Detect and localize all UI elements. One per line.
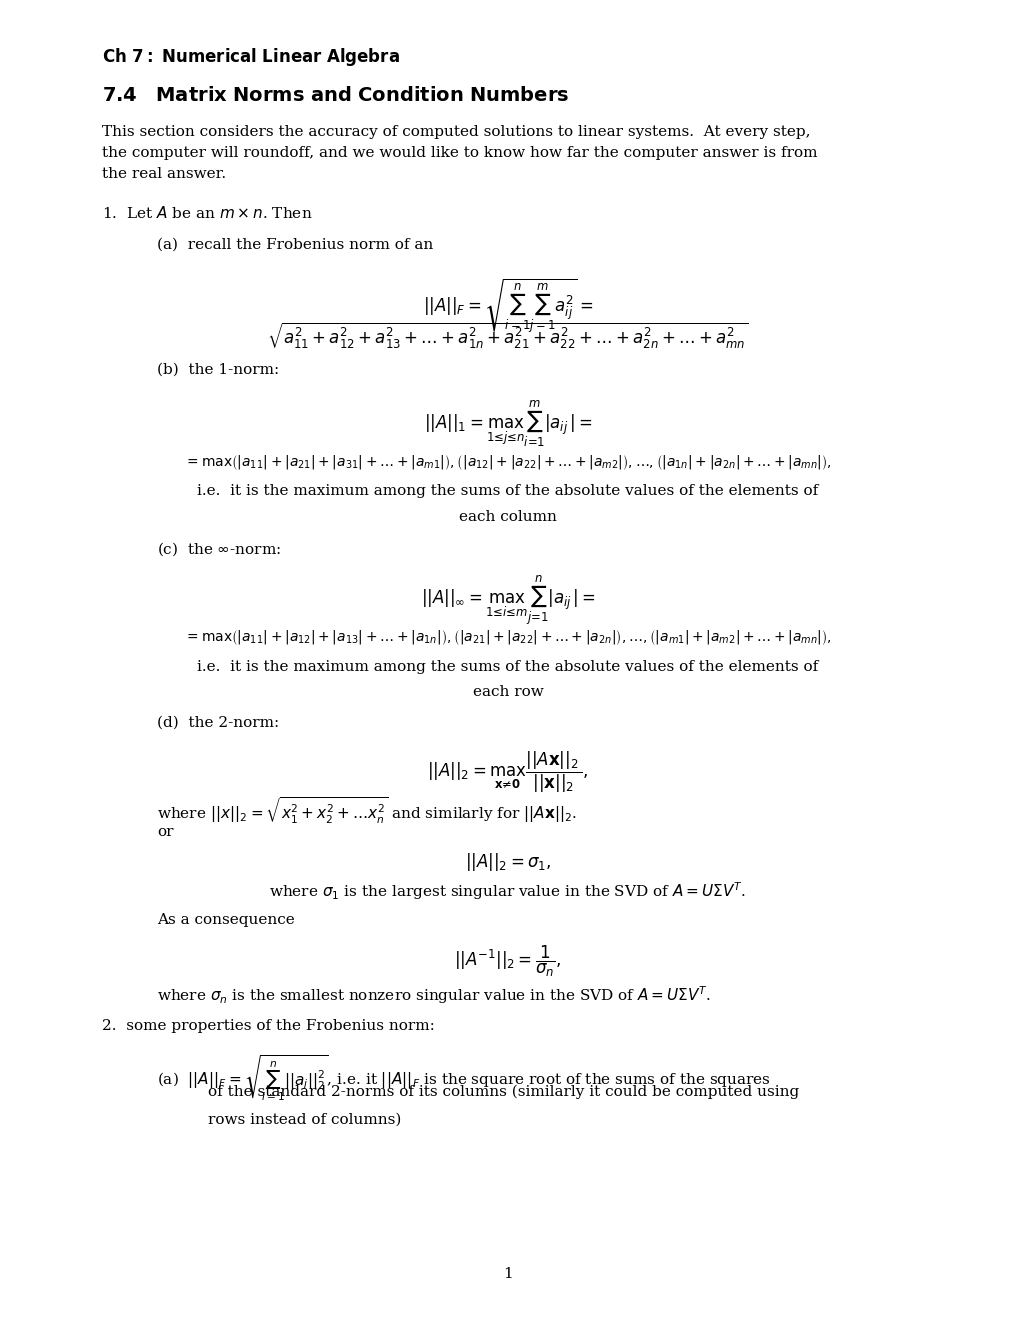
Text: (c)  the $\infty$-norm:: (c) the $\infty$-norm: bbox=[157, 540, 281, 557]
Text: i.e.  it is the maximum among the sums of the absolute values of the elements of: i.e. it is the maximum among the sums of… bbox=[197, 660, 818, 675]
Text: of the standard 2-norms of its columns (similarly it could be computed using: of the standard 2-norms of its columns (… bbox=[208, 1085, 799, 1100]
Text: $||A||_2 = \sigma_1,$: $||A||_2 = \sigma_1,$ bbox=[465, 851, 550, 874]
Text: $||A||_\infty = \max_{1 \leq i \leq m} \sum_{j=1}^{n} |a_{ij}| = $: $||A||_\infty = \max_{1 \leq i \leq m} \… bbox=[420, 574, 595, 627]
Text: (a)  recall the Frobenius norm of an: (a) recall the Frobenius norm of an bbox=[157, 238, 433, 252]
Text: $\mathbf{Ch\ 7:\ Numerical\ Linear\ Algebra}$: $\mathbf{Ch\ 7:\ Numerical\ Linear\ Alge… bbox=[102, 46, 399, 69]
Text: As a consequence: As a consequence bbox=[157, 913, 294, 928]
Text: $\sqrt{a_{11}^2 + a_{12}^2 + a_{13}^2 + \ldots + a_{1n}^2 + a_{21}^2 + a_{22}^2 : $\sqrt{a_{11}^2 + a_{12}^2 + a_{13}^2 + … bbox=[267, 321, 748, 351]
Text: $||A^{-1}||_2 = \dfrac{1}{\sigma_n},$: $||A^{-1}||_2 = \dfrac{1}{\sigma_n},$ bbox=[453, 944, 561, 979]
Text: 1.  Let $A$ be an $m \times n$. Then: 1. Let $A$ be an $m \times n$. Then bbox=[102, 205, 312, 220]
Text: rows instead of columns): rows instead of columns) bbox=[208, 1113, 401, 1127]
Text: where $||x||_2 = \sqrt{x_1^2 + x_2^2 + \ldots x_n^2}$ and similarly for $||A\mat: where $||x||_2 = \sqrt{x_1^2 + x_2^2 + \… bbox=[157, 796, 577, 826]
Text: $||A||_F = \sqrt{\sum_{i=1}^{n} \sum_{j=1}^{m} a_{ij}^2} = $: $||A||_F = \sqrt{\sum_{i=1}^{n} \sum_{j=… bbox=[423, 277, 592, 335]
Text: i.e.  it is the maximum among the sums of the absolute values of the elements of: i.e. it is the maximum among the sums of… bbox=[197, 484, 818, 499]
Text: each column: each column bbox=[459, 510, 556, 524]
Text: where $\sigma_1$ is the largest singular value in the SVD of $A = U\Sigma V^T$.: where $\sigma_1$ is the largest singular… bbox=[269, 880, 746, 902]
Text: 1: 1 bbox=[502, 1267, 513, 1282]
Text: 2.  some properties of the Frobenius norm:: 2. some properties of the Frobenius norm… bbox=[102, 1019, 434, 1034]
Text: or: or bbox=[157, 825, 174, 840]
Text: $||A||_1 = \max_{1 \leq j \leq n} \sum_{i=1}^{m} |a_{ij}| = $: $||A||_1 = \max_{1 \leq j \leq n} \sum_{… bbox=[423, 399, 592, 449]
Text: (d)  the 2-norm:: (d) the 2-norm: bbox=[157, 715, 279, 730]
Text: each row: each row bbox=[472, 685, 543, 700]
Text: $\mathbf{7.4\ \ \ Matrix\ Norms\ and\ Condition\ Numbers}$: $\mathbf{7.4\ \ \ Matrix\ Norms\ and\ Co… bbox=[102, 86, 569, 104]
Text: $||A||_2 = \max_{\mathbf{x} \neq \mathbf{0}} \dfrac{||A\mathbf{x}||_2}{||\mathbf: $||A||_2 = \max_{\mathbf{x} \neq \mathbf… bbox=[427, 750, 588, 795]
Text: where $\sigma_n$ is the smallest nonzero singular value in the SVD of $A = U\Sig: where $\sigma_n$ is the smallest nonzero… bbox=[157, 985, 711, 1006]
Text: (b)  the 1-norm:: (b) the 1-norm: bbox=[157, 363, 279, 378]
Text: (a)  $||A||_F = \sqrt{\sum_{i=1}^{n} ||a_j||_2^2}$, i.e. it $||A||_F$ is the squ: (a) $||A||_F = \sqrt{\sum_{i=1}^{n} ||a_… bbox=[157, 1053, 770, 1104]
Text: $= \max\left(|a_{11}|+|a_{21}|+|a_{31}|+\ldots+|a_{m1}|\right),\left(|a_{12}|+|a: $= \max\left(|a_{11}|+|a_{21}|+|a_{31}|+… bbox=[183, 453, 832, 471]
Text: This section considers the accuracy of computed solutions to linear systems.  At: This section considers the accuracy of c… bbox=[102, 125, 816, 181]
Text: $= \max\left(|a_{11}|+|a_{12}|+|a_{13}|+\ldots+|a_{1n}|\right),\left(|a_{21}|+|a: $= \max\left(|a_{11}|+|a_{12}|+|a_{13}|+… bbox=[183, 628, 832, 647]
